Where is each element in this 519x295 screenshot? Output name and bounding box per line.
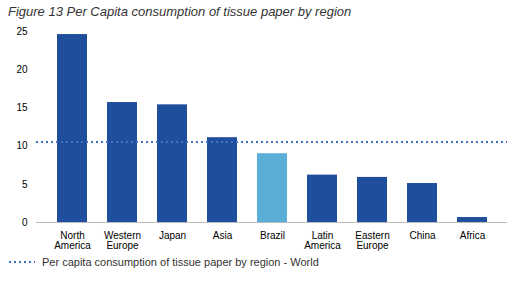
svg-text:Brazil: Brazil (260, 230, 285, 241)
svg-text:Japan: Japan (159, 230, 186, 241)
svg-text:Africa: Africa (460, 230, 486, 241)
svg-text:0: 0 (22, 217, 28, 228)
svg-text:WesternEurope: WesternEurope (104, 230, 141, 251)
svg-text:China: China (409, 230, 436, 241)
svg-text:5: 5 (22, 179, 28, 190)
svg-text:25: 25 (16, 26, 28, 37)
svg-text:EasternEurope: EasternEurope (355, 230, 389, 251)
html-text:Per capita consumption of tiss: Per capita consumption of tissue paper b… (42, 256, 319, 268)
html-text:Figure 13 Per Capita consumpti: Figure 13 Per Capita consumption of tiss… (8, 4, 352, 19)
svg-text:LatinAmerica: LatinAmerica (304, 230, 341, 251)
svg-text:NorthAmerica: NorthAmerica (54, 230, 91, 251)
svg-text:10: 10 (16, 140, 28, 151)
svg-text:Asia: Asia (213, 230, 233, 241)
svg-text:20: 20 (16, 64, 28, 75)
svg-text:15: 15 (16, 102, 28, 113)
